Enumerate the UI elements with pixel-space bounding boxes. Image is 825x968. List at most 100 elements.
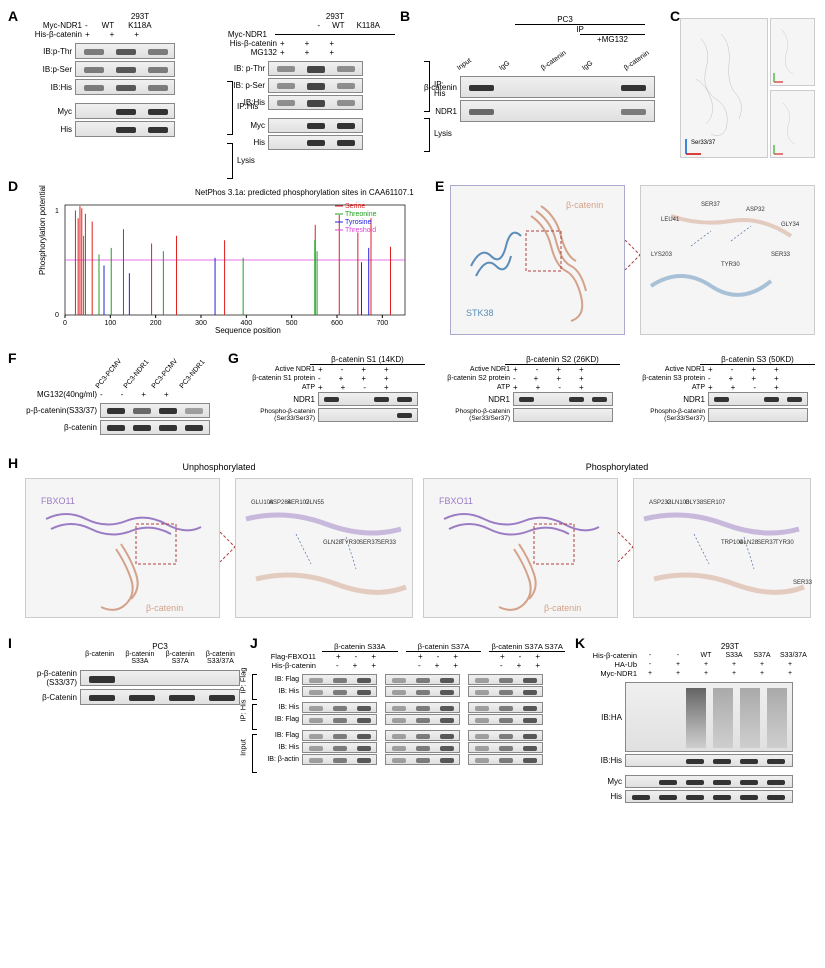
blot-label: IB: Flag <box>260 676 302 683</box>
cond-val: + <box>435 661 440 670</box>
panel-i-label: I <box>8 635 12 651</box>
cond-label: His-β-catenin <box>260 661 319 670</box>
figure-container: A 293T Myc-NDR1 - WT K118A His-β-catenin… <box>0 0 825 968</box>
svg-text:SER37: SER37 <box>359 540 379 546</box>
cond-val: + <box>780 670 800 677</box>
blot-row: β-catenin <box>415 76 665 98</box>
blot-band <box>116 109 136 115</box>
blot-image <box>385 686 460 697</box>
svg-text:0: 0 <box>55 312 59 319</box>
lane-label: β-cateninS33A <box>120 651 159 665</box>
cond-val: + <box>708 365 713 374</box>
cond-val: + <box>110 30 115 39</box>
cond-val: + <box>517 661 522 670</box>
blot-row: p-β-catenin (S33/37) <box>25 669 240 687</box>
svg-text:SER33: SER33 <box>771 252 791 258</box>
lane-label: β-cateninS33/37A <box>201 651 240 665</box>
protein-label-bcat: β-catenin <box>566 200 603 210</box>
blot-label: IB: Flag <box>260 732 302 739</box>
cond-val: + <box>453 661 458 670</box>
cond-val: + <box>353 661 358 670</box>
cond-val: S37A <box>752 652 772 659</box>
blot-label: IB: His <box>260 744 302 751</box>
blot-label: IB: p-Thr <box>220 64 268 73</box>
blot-image <box>708 408 808 422</box>
blot-row: NDR1 <box>415 100 665 122</box>
blot-row: IB: p-Thr <box>220 61 400 76</box>
cond-val: + <box>384 383 389 392</box>
blot-band <box>767 759 785 764</box>
protein-zoom: GLU108ASP264SER107GLN55GLN28TYR30SER37SE… <box>235 478 413 618</box>
phospho-chart: NetPhos 3.1a: predicted phosphorylation … <box>25 185 420 340</box>
blot-image <box>468 754 543 765</box>
h-title: Unphosphorylated <box>25 462 413 472</box>
blot-band <box>307 66 325 73</box>
svg-text:GLN55: GLN55 <box>305 500 325 506</box>
cond-val: + <box>305 39 310 48</box>
cond-val: + <box>535 661 540 670</box>
blot-label: IB:p-Thr <box>25 47 75 56</box>
blot-band <box>277 66 295 72</box>
svg-text:GLY34: GLY34 <box>781 222 800 228</box>
cond-val: + <box>579 383 584 392</box>
cond-label: Flag-FBXO11 <box>260 652 319 661</box>
cond-val: - <box>640 661 660 668</box>
cond-val: + <box>318 383 323 392</box>
blot-band <box>84 85 104 91</box>
panel-k-title: 293T <box>640 642 820 651</box>
blot-image <box>302 686 377 697</box>
panel-g: β-catenin S1 (14KD)Active NDR1+-++β-cate… <box>240 355 815 424</box>
blot-band <box>621 85 646 91</box>
cond-val: + <box>453 652 458 661</box>
svg-text:0: 0 <box>63 320 67 327</box>
cond-val: + <box>751 365 756 374</box>
cond-label: β-catenin S2 protein <box>435 375 513 382</box>
cond-val: + <box>85 30 90 39</box>
panel-j-label: J <box>250 635 258 651</box>
blot-band <box>740 759 758 764</box>
svg-text:Serine: Serine <box>345 203 365 210</box>
cond-val: + <box>341 383 346 392</box>
blot-band <box>659 795 677 800</box>
blot-image <box>302 730 377 741</box>
blot-image <box>302 674 377 685</box>
blot-image <box>468 686 543 697</box>
svg-text:400: 400 <box>240 320 252 327</box>
protein-label-stk38: STK38 <box>466 308 494 318</box>
col-header: β-catenin S37A <box>406 642 482 652</box>
cond-val: - <box>536 365 539 374</box>
blot-band <box>659 780 677 785</box>
blot-band <box>740 780 758 785</box>
cond-val: + <box>164 390 169 399</box>
svg-text:600: 600 <box>331 320 343 327</box>
cond-val: - <box>500 661 503 670</box>
panel-a-title: 293T <box>75 12 205 21</box>
cond-val: + <box>500 652 505 661</box>
panel-h: UnphosphorylatedFBXO11β-cateninGLU108ASP… <box>25 462 815 622</box>
cond-val: + <box>556 365 561 374</box>
panel-g-label: G <box>228 350 239 366</box>
cond-label: Myc-NDR1 <box>220 30 270 39</box>
cond-val: + <box>384 365 389 374</box>
blot-band <box>337 83 355 89</box>
cond-val: + <box>513 383 518 392</box>
blot-label: IB:His <box>220 98 268 107</box>
blot-label: IB:His <box>25 83 75 92</box>
blot-row: Myc <box>25 103 205 119</box>
svg-text:SER37: SER37 <box>757 540 777 546</box>
blot-row: His <box>585 790 820 803</box>
blot-band <box>116 49 136 55</box>
blot-image <box>268 95 363 110</box>
segment-title: β-catenin S2 (26KD) <box>505 355 620 365</box>
cond-val: + <box>780 661 800 668</box>
cond-val: + <box>774 365 779 374</box>
svg-text:SER107: SER107 <box>703 500 726 506</box>
blot-band <box>740 795 758 800</box>
cond-val: + <box>751 374 756 383</box>
g-segment: β-catenin S1 (14KD)Active NDR1+-++β-cate… <box>240 355 425 424</box>
blot-label: His <box>25 125 75 134</box>
cond-val: - <box>355 652 358 661</box>
blot-image <box>385 730 460 741</box>
blot-image <box>268 135 363 150</box>
svg-text:TYR30: TYR30 <box>341 540 360 546</box>
